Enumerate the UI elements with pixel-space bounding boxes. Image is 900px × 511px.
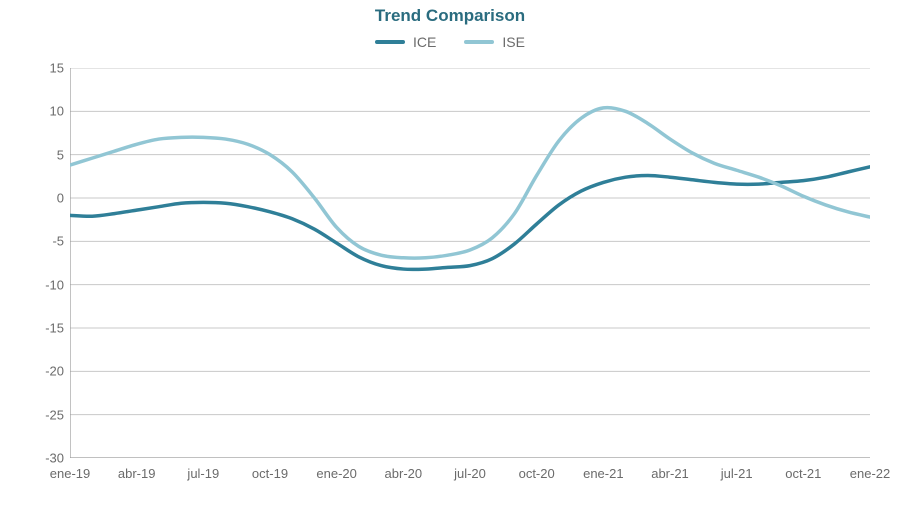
x-tick-label: ene-21 [583, 466, 623, 481]
legend-label-ice: ICE [413, 34, 436, 50]
legend-item-ise: ISE [464, 34, 525, 50]
x-tick-label: abr-21 [651, 466, 689, 481]
x-tick-label: oct-19 [252, 466, 288, 481]
y-tick-label: 10 [4, 104, 64, 119]
y-tick-label: -25 [4, 407, 64, 422]
y-tick-label: -20 [4, 364, 64, 379]
legend-swatch-ise [464, 40, 494, 44]
y-tick-label: 0 [4, 191, 64, 206]
y-tick-label: -30 [4, 451, 64, 466]
legend-label-ise: ISE [502, 34, 525, 50]
y-tick-label: 5 [4, 147, 64, 162]
y-tick-label: -15 [4, 321, 64, 336]
x-tick-label: jul-20 [454, 466, 486, 481]
y-tick-label: -5 [4, 234, 64, 249]
legend-item-ice: ICE [375, 34, 436, 50]
y-tick-label: -10 [4, 277, 64, 292]
x-tick-labels: ene-19abr-19jul-19oct-19ene-20abr-20jul-… [70, 460, 870, 500]
chart-title: Trend Comparison [0, 6, 900, 26]
plot-area [70, 68, 870, 458]
x-tick-label: oct-21 [785, 466, 821, 481]
x-tick-label: abr-20 [385, 466, 423, 481]
series-line-ice [70, 167, 870, 270]
plot-svg [70, 68, 870, 458]
x-tick-label: abr-19 [118, 466, 156, 481]
y-tick-label: 15 [4, 61, 64, 76]
legend: ICE ISE [0, 34, 900, 50]
x-tick-label: ene-19 [50, 466, 90, 481]
x-tick-label: oct-20 [519, 466, 555, 481]
x-tick-label: ene-20 [316, 466, 356, 481]
x-tick-label: jul-19 [187, 466, 219, 481]
legend-swatch-ice [375, 40, 405, 44]
chart-container: Trend Comparison ICE ISE -30 -25 -20 -15 -10… [0, 0, 900, 511]
x-tick-label: ene-22 [850, 466, 890, 481]
y-tick-labels: -30-25-20-15-10-5051015 [0, 68, 70, 458]
x-tick-label: jul-21 [721, 466, 753, 481]
